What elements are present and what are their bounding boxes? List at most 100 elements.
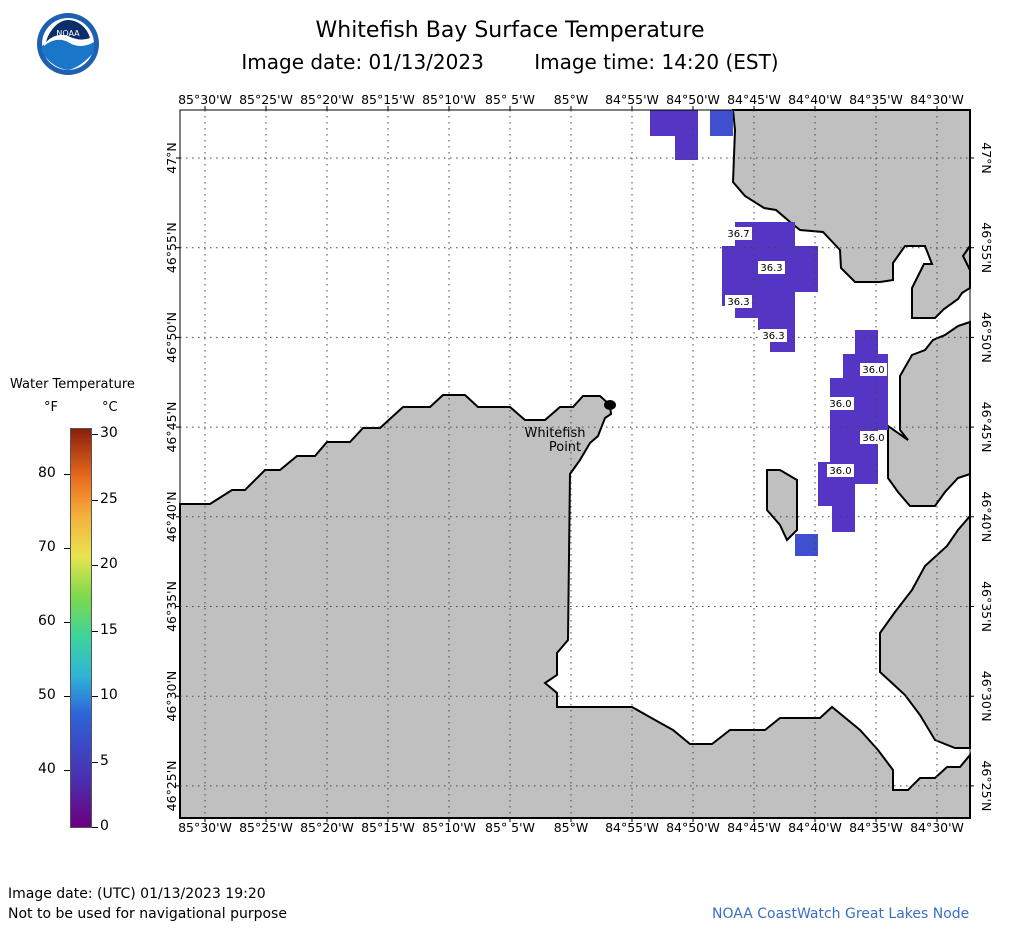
temp-label: 36.0	[860, 363, 887, 376]
lat-label-right: 46°40'N	[979, 491, 994, 542]
colorbar-c-label: 25	[100, 490, 118, 507]
colorbar-c-label: 0	[100, 818, 109, 834]
svg-text:36.0: 36.0	[829, 399, 851, 410]
graticule	[180, 110, 970, 818]
place-label-point: Point	[549, 440, 581, 455]
lon-label-bottom: 85°30'W	[178, 820, 232, 835]
colorbar-c-label: 5	[100, 752, 109, 769]
colorbar-c-tick	[92, 827, 98, 828]
lon-label-bottom: 85°25'W	[239, 820, 293, 835]
lon-label-top: 85°W	[554, 92, 589, 107]
land-ile-parisienne	[766, 469, 798, 542]
svg-text:36.3: 36.3	[760, 263, 782, 274]
disclaimer: Not to be used for navigational purpose	[8, 906, 287, 922]
land-ontario-east	[879, 320, 971, 749]
lon-label-bottom: 84°45'W	[727, 820, 781, 835]
lat-label-left: 46°25'N	[164, 760, 179, 811]
page-title: Whitefish Bay Surface Temperature	[315, 18, 705, 43]
temp-label: 36.3	[758, 261, 785, 274]
land	[179, 109, 971, 819]
place-label-whitefish: Whitefish	[524, 426, 585, 441]
temperature-labels: 36.7 36.3 36.3 36.3 36.0 36.0 36.0 36.0	[725, 227, 887, 477]
utc-date: Image date: (UTC) 01/13/2023 19:20	[8, 886, 266, 902]
lon-label-top: 84°55'W	[605, 92, 659, 107]
lon-label-bottom: 85°15'W	[361, 820, 415, 835]
lon-label-bottom: 84°50'W	[666, 820, 720, 835]
whitefish-point-marker	[604, 400, 616, 410]
lon-label-bottom: 84°40'W	[788, 820, 842, 835]
lon-label-top: 85°25'W	[239, 92, 293, 107]
axis-ticks: 85°30'W 85°30'W 85°25'W 85°25'W 85°20'W 85°20…	[164, 92, 994, 835]
colorbar-c-tick	[92, 696, 98, 697]
colorbar-f-label: 40	[38, 761, 56, 777]
lat-label-right: 46°45'N	[979, 402, 994, 453]
temperature-cells	[650, 110, 888, 556]
lon-label-top: 84°50'W	[666, 92, 720, 107]
colorbar-f-label: 60	[38, 613, 56, 629]
colorbar	[70, 428, 92, 828]
svg-text:36.3: 36.3	[762, 331, 784, 342]
lon-label-top: 85°15'W	[361, 92, 415, 107]
colorbar-c-tick	[92, 434, 98, 435]
land-ontario-north	[731, 109, 971, 319]
lat-label-right: 46°25'N	[979, 760, 994, 811]
temp-label: 36.3	[725, 295, 752, 308]
temp-label: 36.7	[725, 227, 752, 240]
svg-text:36.7: 36.7	[727, 229, 749, 240]
lon-label-bottom: 84°55'W	[605, 820, 659, 835]
land-upper-peninsula	[179, 394, 971, 819]
colorbar-f-label: 50	[38, 687, 56, 703]
lon-label-bottom: 84°30'W	[910, 820, 964, 835]
temp-cell-north	[650, 110, 698, 160]
temp-label: 36.0	[860, 431, 887, 444]
noaa-logo: NOAA	[37, 13, 99, 75]
lat-label-left: 46°35'N	[164, 581, 179, 632]
lat-label-right: 46°55'N	[979, 222, 994, 273]
credit: NOAA CoastWatch Great Lakes Node	[712, 906, 970, 922]
colorbar-f-tick	[64, 770, 70, 771]
colorbar-f-tick	[64, 548, 70, 549]
lon-label-bottom: 85°10'W	[422, 820, 476, 835]
lon-label-top: 84°40'W	[788, 92, 842, 107]
lon-label-bottom: 84°35'W	[849, 820, 903, 835]
lat-label-right: 47°N	[979, 142, 994, 174]
lat-label-left: 47°N	[164, 142, 179, 174]
colorbar-f-label: 80	[38, 465, 56, 481]
lat-label-left: 46°40'N	[164, 491, 179, 542]
colorbar-unit-f: °F	[44, 400, 58, 415]
colorbar-f-label: 70	[38, 539, 56, 555]
colorbar-f-tick	[64, 622, 70, 623]
lon-label-top: 85°30'W	[178, 92, 232, 107]
colorbar-c-label: 15	[100, 621, 118, 638]
svg-text:NOAA: NOAA	[56, 29, 80, 38]
svg-text:36.0: 36.0	[862, 433, 884, 444]
colorbar-c-tick	[92, 761, 98, 763]
colorbar-c-label: 20	[100, 556, 118, 572]
map-frame	[179, 109, 971, 819]
lat-label-left: 46°50'N	[164, 312, 179, 363]
colorbar-c-label: 10	[100, 687, 118, 703]
svg-text:36.0: 36.0	[862, 365, 884, 376]
temp-label: 36.0	[827, 464, 854, 477]
temp-cluster-b	[818, 330, 888, 532]
temp-cell-south	[795, 534, 818, 556]
lat-label-left: 46°30'N	[164, 671, 179, 722]
lat-label-left: 46°55'N	[164, 222, 179, 273]
lon-label-top: 85°20'W	[300, 92, 354, 107]
temp-cell-north-small	[710, 110, 733, 136]
lat-label-left: 46°45'N	[164, 402, 179, 453]
temp-cluster-a	[722, 222, 818, 352]
colorbar-f-tick	[64, 696, 70, 697]
svg-text:36.0: 36.0	[829, 466, 851, 477]
image-date: Image date: 01/13/2023	[241, 50, 484, 74]
svg-text:36.3: 36.3	[727, 297, 749, 308]
lon-label-top: 84°45'W	[727, 92, 781, 107]
lon-label-top: 84°35'W	[849, 92, 903, 107]
lon-label-bottom: 85° 5'W	[485, 820, 535, 835]
lon-label-bottom: 85°W	[554, 820, 589, 835]
colorbar-f-tick	[64, 474, 70, 475]
colorbar-c-tick	[92, 565, 98, 566]
colorbar-unit-c: °C	[102, 400, 118, 415]
colorbar-c-tick	[92, 630, 98, 632]
